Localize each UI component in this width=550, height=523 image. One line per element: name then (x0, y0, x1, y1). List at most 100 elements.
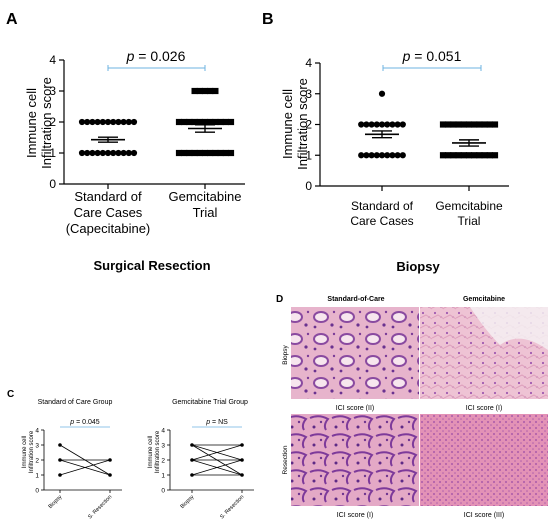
mean-sem-bars (365, 130, 486, 147)
p-value-annotation: p = NS (205, 419, 228, 426)
data-point (94, 118, 101, 126)
data-point (455, 152, 462, 159)
y-tick-label: 0 (305, 179, 312, 193)
data-point (191, 149, 198, 157)
pair-line (191, 444, 243, 461)
histology-col-header-standard: Standard-of-Care (327, 296, 384, 303)
data-point (115, 149, 122, 157)
data-point (78, 149, 86, 157)
chart-c-standard: Standard of Care Group 0 1 2 3 4 Biopsy S. Re… (22, 399, 122, 520)
data-points (358, 90, 499, 159)
histology-row-label-biopsy: Biopsy (282, 344, 289, 364)
data-point (384, 152, 391, 159)
data-point (190, 443, 194, 447)
data-point (212, 149, 219, 157)
data-point (186, 149, 193, 157)
y-tick-label: 2 (35, 458, 39, 465)
y-axis-label-line1: Immune cell (148, 436, 154, 468)
data-point (115, 118, 122, 126)
data-point (108, 458, 112, 462)
panel-label-c: C (7, 389, 14, 400)
histology-caption: ICI score (III) (464, 512, 504, 519)
x-tick-label: Biopsy (47, 494, 63, 510)
data-point (84, 149, 91, 157)
y-axis-label-line2: Infiltration score (39, 77, 54, 169)
data-point (491, 121, 499, 128)
histology-caption: ICI score (I) (337, 512, 374, 519)
y-tick-label: 0 (161, 488, 165, 495)
data-point (450, 121, 457, 128)
y-tick-label: 3 (49, 84, 56, 98)
histology-background-area (470, 307, 548, 350)
p-value-annotation: p = 0.026 (126, 48, 186, 64)
x-tick-label: Gemcitabine Trial (169, 189, 242, 220)
data-point (439, 152, 447, 159)
data-point (476, 121, 483, 128)
histology-row-label-resection: Resection (282, 445, 289, 474)
x-axis: Standard of Care Cases (Capecitabine) Gemci… (64, 183, 245, 236)
data-point (394, 121, 401, 128)
data-point (99, 118, 106, 126)
x-tick-label: Standard of Care Cases (Capecitabine) (66, 189, 151, 236)
data-point (201, 87, 209, 95)
y-axis: 0 1 2 3 4 (161, 428, 171, 495)
chart-a-subtitle: Surgical Resection (93, 258, 210, 273)
x-axis: Standard of Care Cases Gemcitabine Trial (320, 185, 509, 228)
x-tick-label: Standard of Care Cases (350, 199, 413, 228)
data-point (455, 121, 462, 128)
data-point (201, 149, 209, 157)
data-point (384, 121, 391, 128)
data-point (389, 152, 396, 159)
data-point (89, 118, 96, 126)
data-point (373, 121, 380, 128)
y-tick-label: 3 (161, 443, 165, 450)
data-point (471, 121, 478, 128)
data-point (99, 149, 106, 157)
data-point (207, 149, 214, 157)
y-tick-label: 4 (161, 428, 165, 435)
data-point (399, 121, 406, 128)
data-point (94, 149, 101, 157)
pair-line (191, 459, 243, 476)
data-point (191, 87, 198, 95)
x-tick-label: S. Resection (219, 494, 245, 520)
pair-line (59, 459, 111, 476)
data-point (120, 118, 127, 126)
data-point (130, 118, 138, 126)
data-point (222, 118, 229, 126)
data-point (175, 149, 183, 157)
data-point (201, 118, 209, 126)
y-tick-label: 2 (49, 115, 56, 129)
y-tick-label: 4 (35, 428, 39, 435)
chart-c-gemcitabine: Gemcitabine Trial Group 0 1 2 3 4 Biopsy S. R… (148, 399, 254, 520)
histology-caption: ICI score (II) (336, 405, 375, 412)
p-value-annotation: p = 0.045 (69, 419, 100, 426)
data-point (58, 473, 62, 477)
histology-image-standard-biopsy (291, 307, 419, 399)
x-axis: Biopsy S. Resection (170, 489, 254, 520)
data-point (190, 473, 194, 477)
data-point (486, 152, 493, 159)
y-axis: 0 1 2 3 4 (49, 53, 65, 191)
data-point (104, 118, 112, 126)
data-point (120, 149, 127, 157)
data-point (207, 118, 214, 126)
data-point (84, 118, 91, 126)
y-axis-label-line1: Immune cell (280, 89, 295, 159)
data-point (186, 118, 193, 126)
data-point (196, 149, 203, 157)
data-point (110, 149, 117, 157)
histology-image-standard-resection (291, 414, 419, 506)
data-point (212, 118, 219, 126)
histology-caption: ICI score (I) (466, 405, 503, 412)
data-point (363, 152, 370, 159)
x-tick-label: Gemcitabine Trial (435, 199, 503, 228)
data-point (389, 121, 396, 128)
data-point (190, 458, 194, 462)
histology-col-header-gemcitabine: Gemcitabine (463, 296, 505, 303)
data-point (240, 458, 244, 462)
y-tick-label: 0 (35, 488, 39, 495)
panel-label-a: A (6, 11, 18, 28)
x-axis: Biopsy S. Resection (44, 489, 122, 520)
